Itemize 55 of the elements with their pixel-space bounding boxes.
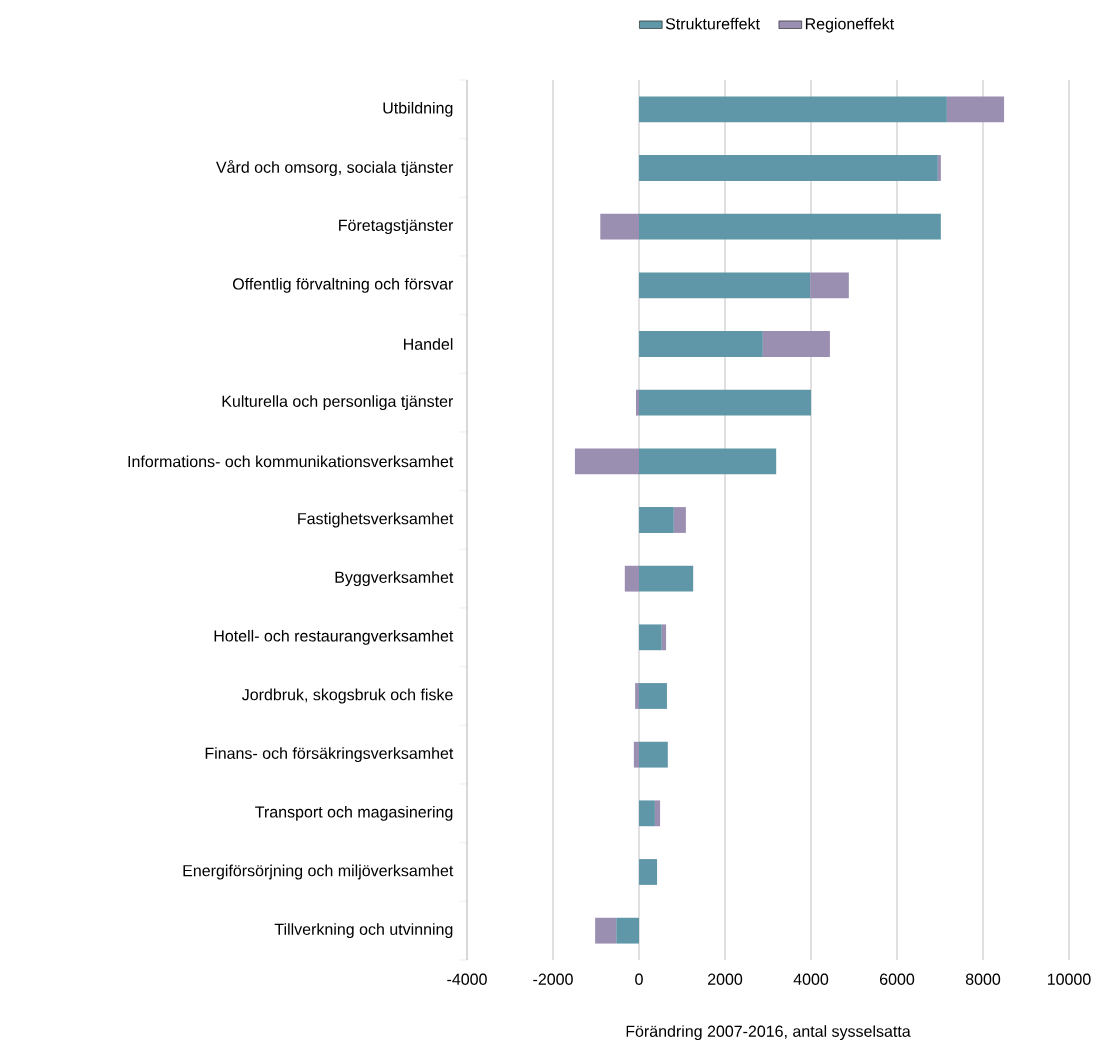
x-tick-label: 10000 bbox=[1047, 973, 1091, 985]
y-tick-label: Tillverkning och utvinning bbox=[274, 923, 453, 939]
bar bbox=[639, 448, 777, 475]
bar bbox=[635, 389, 639, 416]
bar bbox=[937, 155, 941, 181]
x-tick-label: 2000 bbox=[708, 973, 743, 985]
bar bbox=[673, 507, 686, 533]
bar bbox=[639, 331, 763, 357]
bar bbox=[600, 213, 639, 240]
y-tick-label: Utbildning bbox=[383, 101, 453, 117]
bar bbox=[946, 96, 1005, 123]
y-tick-label: Handel bbox=[404, 338, 453, 350]
y-tick-label: Informations- och kommunikationsverksamhet bbox=[128, 455, 454, 468]
y-tick-label: Fastighetsverksamhet bbox=[298, 512, 454, 528]
x-axis-title: Förändring 2007-2016, antal sysselsatta bbox=[626, 1025, 911, 1041]
bar bbox=[639, 213, 941, 240]
bar bbox=[639, 389, 811, 416]
y-tick-label: Hotell- och restaurangverksamhet bbox=[214, 629, 454, 645]
bar bbox=[624, 565, 639, 592]
bar bbox=[574, 448, 639, 475]
y-tick-label: Jordbruk, skogsbruk och fiske bbox=[242, 688, 453, 704]
y-tick-label: Företagstjänster bbox=[339, 219, 454, 235]
bar bbox=[616, 917, 639, 944]
y-tick-label: Kulturella och personliga tjänster bbox=[222, 395, 454, 411]
bar bbox=[810, 272, 849, 299]
x-tick-label: 6000 bbox=[880, 973, 915, 985]
bar bbox=[762, 331, 830, 357]
bar bbox=[639, 800, 655, 827]
legend-label: Struktureffekt bbox=[665, 17, 760, 30]
x-tick-label: -2000 bbox=[533, 973, 573, 985]
y-tick-label: Byggverksamhet bbox=[335, 571, 454, 587]
bar bbox=[639, 624, 662, 651]
bar bbox=[595, 917, 617, 944]
y-tick-label: Transport och magasinering bbox=[255, 805, 453, 821]
x-tick-label: 0 bbox=[635, 973, 643, 985]
y-tick-label: Vård och omsorg, sociala tjänster bbox=[216, 159, 454, 177]
x-tick-label: -4000 bbox=[447, 973, 487, 985]
bar bbox=[654, 800, 661, 827]
bar bbox=[635, 683, 639, 709]
y-tick-label: Finans- och försäkringsverksamhet bbox=[205, 747, 454, 763]
bar bbox=[639, 96, 947, 123]
bar bbox=[639, 683, 667, 709]
bar bbox=[639, 507, 674, 533]
bar bbox=[639, 859, 658, 885]
bar bbox=[639, 565, 694, 592]
bar bbox=[639, 272, 811, 299]
bar bbox=[661, 624, 667, 651]
x-tick-label: 4000 bbox=[793, 973, 829, 985]
legend-label: Regioneffekt bbox=[805, 17, 895, 33]
x-tick-label: 8000 bbox=[965, 973, 1001, 985]
y-tick-label: Offentlig förvaltning och försvar bbox=[233, 277, 454, 293]
bar bbox=[639, 741, 668, 768]
bar bbox=[633, 741, 639, 768]
y-tick-label: Energiförsörjning och miljöverksamhet bbox=[183, 864, 454, 880]
bar bbox=[639, 155, 938, 181]
